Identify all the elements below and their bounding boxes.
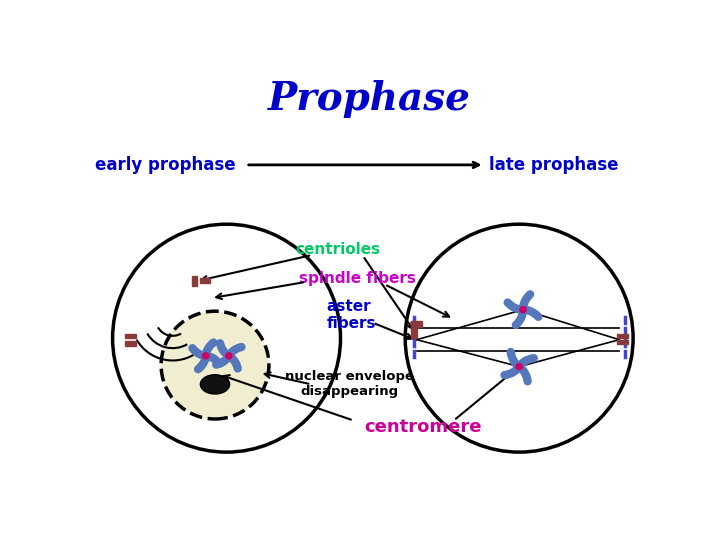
Text: aster
fibers: aster fibers (327, 299, 376, 331)
Bar (411, 321, 422, 327)
Bar (617, 340, 628, 345)
Bar (125, 341, 135, 346)
Circle shape (203, 353, 209, 359)
Bar (192, 276, 197, 286)
Text: centromere: centromere (364, 418, 482, 436)
Circle shape (516, 363, 522, 370)
Bar (617, 334, 628, 338)
Text: Prophase: Prophase (268, 80, 470, 118)
Bar (125, 334, 135, 338)
Text: late prophase: late prophase (489, 156, 618, 174)
Circle shape (226, 353, 232, 359)
Circle shape (520, 307, 526, 313)
Bar (199, 278, 210, 284)
Text: spindle fibers: spindle fibers (299, 272, 416, 286)
Bar (411, 328, 417, 338)
Text: nuclear envelope
disappearing: nuclear envelope disappearing (285, 370, 414, 399)
Text: centrioles: centrioles (296, 242, 381, 257)
Text: early prophase: early prophase (94, 156, 235, 174)
Ellipse shape (200, 375, 230, 394)
Circle shape (161, 311, 269, 419)
